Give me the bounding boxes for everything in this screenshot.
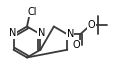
Text: N: N (38, 28, 45, 38)
Text: O: O (73, 40, 80, 50)
Text: Cl: Cl (27, 6, 37, 17)
Text: N: N (67, 29, 74, 39)
Text: O: O (88, 20, 95, 30)
Text: N: N (9, 28, 16, 38)
